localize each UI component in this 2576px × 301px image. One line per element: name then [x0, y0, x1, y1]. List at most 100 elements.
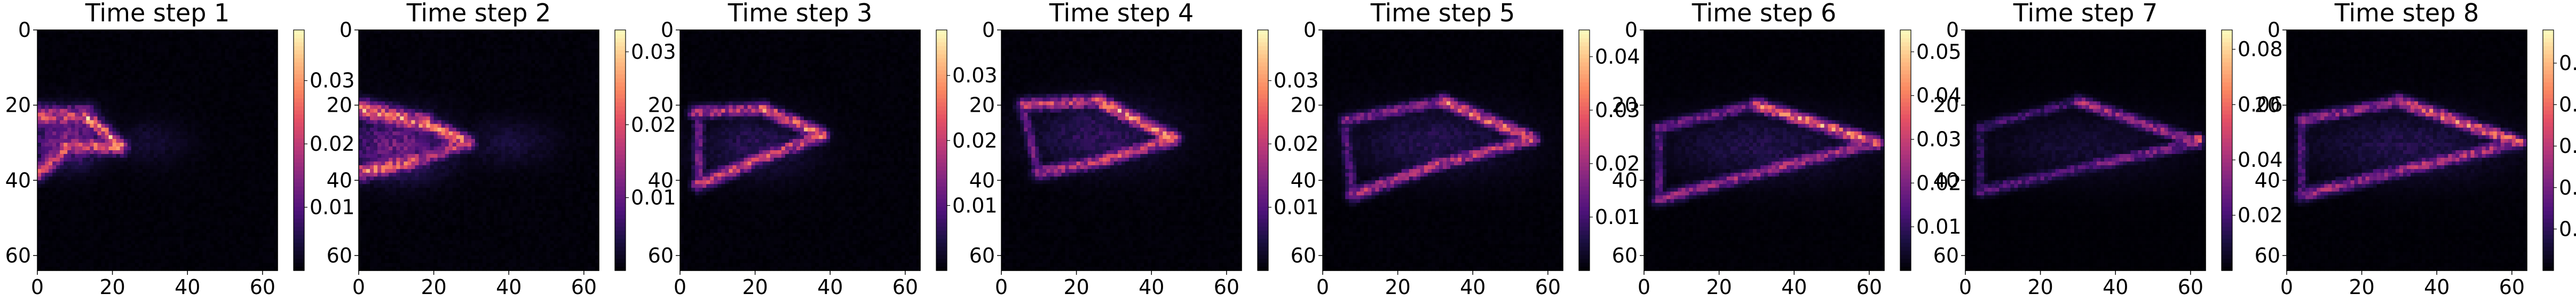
heatmap-cell	[236, 105, 241, 110]
heatmap-cell	[210, 105, 214, 110]
heatmap-cell	[67, 117, 72, 121]
heatmap-cell	[143, 105, 147, 110]
heatmap-cell	[157, 64, 162, 68]
heatmap-cell	[150, 124, 154, 128]
heatmap-cell	[187, 90, 192, 95]
heatmap-cell	[180, 34, 184, 38]
heatmap-cell	[165, 79, 169, 83]
heatmap-cell	[71, 124, 75, 128]
heatmap-cell	[60, 52, 64, 57]
heatmap-cell	[263, 37, 267, 42]
heatmap-cell	[172, 60, 177, 64]
heatmap-cell	[225, 150, 230, 155]
heatmap-cell	[172, 109, 177, 113]
heatmap-cell	[37, 86, 42, 90]
heatmap-cell	[93, 117, 98, 121]
heatmap-cell	[195, 86, 199, 90]
heatmap-cell	[240, 94, 244, 98]
heatmap-cell	[67, 143, 72, 147]
heatmap-cell	[184, 139, 188, 143]
heatmap-cell	[143, 49, 147, 53]
heatmap-cell	[184, 90, 188, 95]
heatmap-cell	[184, 67, 188, 72]
heatmap-cell	[233, 150, 237, 155]
heatmap-cell	[64, 113, 68, 117]
heatmap-cell	[222, 98, 226, 102]
heatmap-cell	[251, 113, 256, 117]
heatmap-cell	[218, 128, 222, 132]
heatmap-cell	[176, 128, 180, 132]
heatmap-cell	[71, 82, 75, 87]
heatmap-cell	[236, 124, 241, 128]
heatmap-cell	[67, 45, 72, 49]
heatmap-cell	[71, 113, 75, 117]
heatmap-cell	[255, 113, 259, 117]
heatmap-cell	[229, 109, 233, 113]
heatmap-cell	[244, 41, 248, 45]
heatmap-cell	[251, 98, 256, 102]
heatmap-cell	[71, 117, 75, 121]
heatmap-cell	[195, 67, 199, 72]
heatmap-cell	[52, 86, 57, 90]
heatmap-cell	[180, 56, 184, 60]
heatmap-cell	[199, 102, 203, 106]
heatmap-cell	[218, 67, 222, 72]
heatmap-cell	[266, 150, 271, 155]
heatmap-cell	[191, 60, 195, 64]
heatmap-cell	[60, 150, 64, 155]
heatmap-cell	[244, 49, 248, 53]
heatmap-cell	[202, 90, 207, 95]
heatmap-cell	[248, 105, 252, 110]
heatmap-cell	[56, 79, 60, 83]
heatmap-cell	[210, 128, 214, 132]
heatmap-cell	[37, 154, 42, 158]
heatmap-cell	[93, 86, 98, 90]
heatmap-cell	[146, 128, 151, 132]
heatmap-cell	[71, 139, 75, 143]
heatmap-cell	[236, 34, 241, 38]
heatmap-cell	[240, 49, 244, 53]
heatmap-cell	[255, 49, 259, 53]
heatmap-cell	[225, 56, 230, 60]
heatmap-cell	[113, 139, 117, 143]
heatmap-cell	[98, 45, 102, 49]
heatmap-cell	[233, 64, 237, 68]
heatmap-cell	[161, 90, 165, 95]
heatmap-cell	[52, 146, 57, 151]
heatmap-cell	[64, 124, 68, 128]
heatmap-cell	[176, 102, 180, 106]
heatmap-cell	[202, 139, 207, 143]
heatmap-cell	[222, 117, 226, 121]
heatmap-cell	[172, 139, 177, 143]
heatmap-cell	[218, 34, 222, 38]
heatmap-cell	[255, 139, 259, 143]
heatmap-cell	[109, 150, 113, 155]
heatmap-cell	[67, 64, 72, 68]
heatmap-cell	[154, 79, 158, 83]
heatmap-cell	[120, 64, 124, 68]
heatmap-cell	[240, 150, 244, 155]
heatmap-cell	[266, 45, 271, 49]
heatmap-cell	[233, 135, 237, 140]
heatmap-cell	[135, 79, 139, 83]
heatmap-cell	[176, 94, 180, 98]
heatmap-cell	[45, 82, 49, 87]
heatmap-cell	[56, 117, 60, 121]
heatmap-cell	[116, 120, 121, 125]
heatmap-cell	[187, 82, 192, 87]
heatmap-cell	[263, 49, 267, 53]
heatmap-cell	[113, 128, 117, 132]
heatmap-cell	[195, 120, 199, 125]
heatmap-cell	[128, 132, 132, 136]
heatmap-cell	[199, 82, 203, 87]
heatmap-cell	[169, 30, 173, 34]
heatmap-cell	[169, 154, 173, 158]
heatmap-cell	[222, 41, 226, 45]
heatmap-cell	[52, 41, 57, 45]
heatmap-cell	[64, 102, 68, 106]
heatmap-cell	[263, 120, 267, 125]
heatmap-cell	[49, 139, 53, 143]
heatmap-cell	[41, 117, 45, 121]
heatmap-cell	[86, 113, 90, 117]
heatmap-cell	[180, 139, 184, 143]
